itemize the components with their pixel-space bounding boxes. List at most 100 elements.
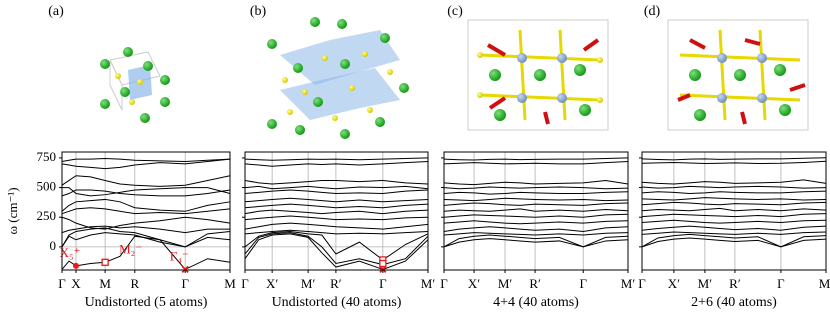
x-tick-label: Γ [379,276,387,291]
x-tick-label: M [224,276,236,291]
x-tick-label: M′ [621,276,636,291]
structure-d [667,19,809,131]
x-tick-label: Γ [638,276,646,291]
band-line [61,232,231,248]
structure-b [267,17,409,139]
band-line [61,198,231,212]
band-line [641,179,827,185]
y-tick-label: 500 [37,179,57,194]
band-line [641,207,827,212]
band-line [641,185,827,189]
x-axis-label: Undistorted (5 atoms) [85,295,208,310]
plot-frame [443,151,629,271]
x-tick-label: R [130,276,139,291]
marker [181,265,189,274]
band-line [641,157,827,161]
x-tick-label: R′ [330,276,342,291]
band-line [244,232,429,266]
panel-title: (d) [644,4,661,19]
x-tick-label: M′ [498,276,513,291]
band-line [244,197,429,203]
x-tick-label: X′ [468,276,480,291]
band-line [443,226,629,232]
band-line [443,238,629,248]
band-line [61,207,231,215]
band-line [443,208,629,212]
x-tick-label: M′ [421,276,436,291]
band-line [61,225,230,234]
band-line [443,213,629,218]
band-line [244,222,429,230]
band-line [244,229,429,235]
band-line [641,231,827,235]
band-line [61,158,231,170]
band-line [641,201,827,206]
band-line [244,233,429,270]
y-tick-label: 250 [37,208,57,223]
band-line [641,213,827,218]
band-line [61,216,231,230]
y-axis-label: ω (cm⁻¹) [5,187,20,234]
x-tick-label: X′ [668,276,680,291]
x-tick-label: X′ [266,276,278,291]
x-tick-label: Γ [181,276,189,291]
marker [73,262,79,269]
band-line [641,190,827,195]
marker-label: X₅⁺ [60,245,81,260]
marker-label: M₂⁻ [119,241,142,256]
band-line [61,175,231,187]
band-line [641,160,827,165]
plot-frame [61,151,231,271]
marker-label: Γ₄⁻ [170,248,189,263]
marker [101,258,109,266]
band-line [443,191,629,195]
x-tick-label: Γ [440,276,448,291]
band-line [244,189,429,195]
x-tick-label: M [99,276,111,291]
x-tick-label: R′ [529,276,541,291]
band-line [244,157,429,161]
band-line [244,215,429,221]
band-line [443,220,629,225]
band-line [244,160,429,167]
band-line [443,157,629,161]
plot-frame [244,151,429,271]
band-line [244,230,429,261]
band-line [641,225,827,231]
band-line [641,197,827,201]
x-tick-label: Γ [579,276,587,291]
band-line [443,232,629,236]
band-line [244,179,429,185]
band-line [641,237,827,248]
band-line [61,158,231,162]
x-tick-label: M′ [698,276,713,291]
panel-title: (c) [447,4,463,19]
band-line [641,219,827,224]
band-line [443,197,629,202]
y-tick-label: 750 [37,149,57,164]
panel-title: (b) [250,4,267,19]
band-line [62,187,231,197]
band-line [443,160,629,165]
x-axis-label: Undistorted (40 atoms) [272,295,402,310]
x-tick-label: M′ [819,276,830,291]
x-tick-label: Γ [777,276,785,291]
band-line [244,185,429,190]
band-line [641,233,827,248]
x-axis-label: 4+4 (40 atoms) [493,295,579,310]
structure-c [467,19,609,131]
panel-title: (a) [48,4,64,19]
x-tick-label: Γ [241,276,249,291]
x-tick-label: Γ [58,276,66,291]
marker [379,265,387,274]
band-line [443,186,629,190]
plot-frame [641,151,827,271]
marker [379,259,387,268]
band-line [244,209,429,215]
band-line [443,202,629,206]
x-tick-label: R′ [729,276,741,291]
x-axis-label: 2+6 (40 atoms) [691,295,777,310]
structure-a [100,47,170,123]
